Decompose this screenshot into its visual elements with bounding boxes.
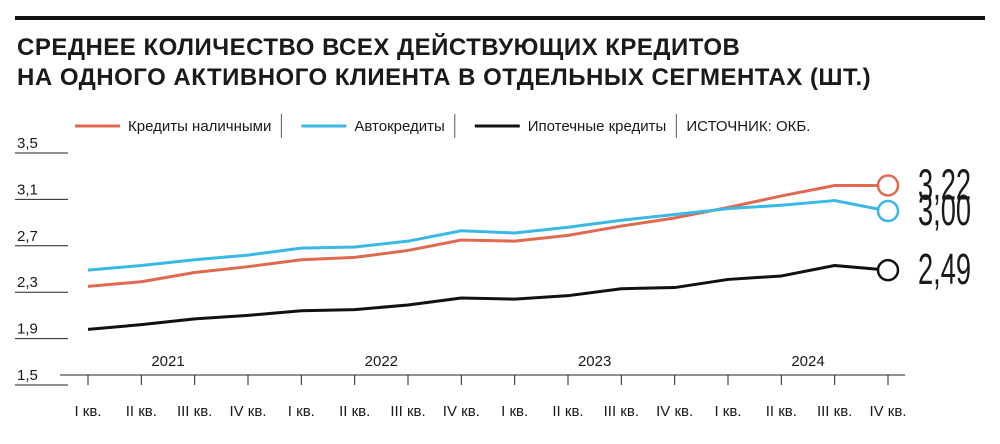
series-line: [87, 264, 889, 331]
y-tick-label: 3,5: [17, 135, 38, 152]
chart-title: НА ОДНОГО АКТИВНОГО КЛИЕНТА В ОТДЕЛЬНЫХ …: [17, 64, 871, 91]
x-tick-label: III кв.: [604, 403, 639, 420]
x-tick-label: I кв.: [74, 403, 101, 420]
end-marker: [876, 258, 900, 282]
legend-label: Кредиты наличными: [128, 118, 271, 135]
value-label: 3,00: [918, 185, 971, 234]
x-tick-label: III кв.: [177, 403, 212, 420]
x-tick-label: IV кв.: [869, 403, 906, 420]
series-line: [87, 199, 889, 272]
x-tick-label: II кв.: [126, 403, 157, 420]
x-tick-label: III кв.: [390, 403, 425, 420]
source: ИСТОЧНИК: ОКБ.: [686, 118, 810, 135]
y-tick-label: 3,1: [17, 181, 38, 198]
x-tick-label: IV кв.: [229, 403, 266, 420]
value-label: 2,49: [918, 244, 971, 293]
series-line: [87, 183, 888, 288]
y-tick-label: 1,9: [17, 321, 38, 338]
year-label: 2024: [791, 353, 824, 370]
year-label: 2021: [151, 353, 184, 370]
y-tick-label: 2,3: [17, 274, 38, 291]
top-rule: [15, 16, 985, 20]
x-tick-label: II кв.: [552, 403, 583, 420]
x-tick-label: III кв.: [817, 403, 852, 420]
x-tick-label: II кв.: [339, 403, 370, 420]
chart-title: СРЕДНЕЕ КОЛИЧЕСТВО ВСЕХ ДЕЙСТВУЮЩИХ КРЕД…: [17, 33, 740, 61]
end-marker: [876, 174, 900, 197]
x-tick-label: I кв.: [714, 403, 741, 420]
legend-label: Автокредиты: [354, 118, 444, 135]
year-label: 2023: [578, 353, 611, 370]
year-label: 2022: [365, 353, 398, 370]
x-tick-label: II кв.: [766, 403, 797, 420]
x-tick-label: I кв.: [288, 403, 315, 420]
end-marker: [876, 199, 900, 223]
x-tick-label: IV кв.: [656, 403, 693, 420]
value-label: 3,22: [918, 160, 971, 209]
y-tick-label: 1,5: [17, 367, 38, 384]
legend-label: Ипотечные кредиты: [528, 118, 667, 135]
y-tick-label: 2,7: [17, 228, 38, 245]
x-tick-label: I кв.: [501, 403, 528, 420]
x-tick-label: IV кв.: [443, 403, 480, 420]
